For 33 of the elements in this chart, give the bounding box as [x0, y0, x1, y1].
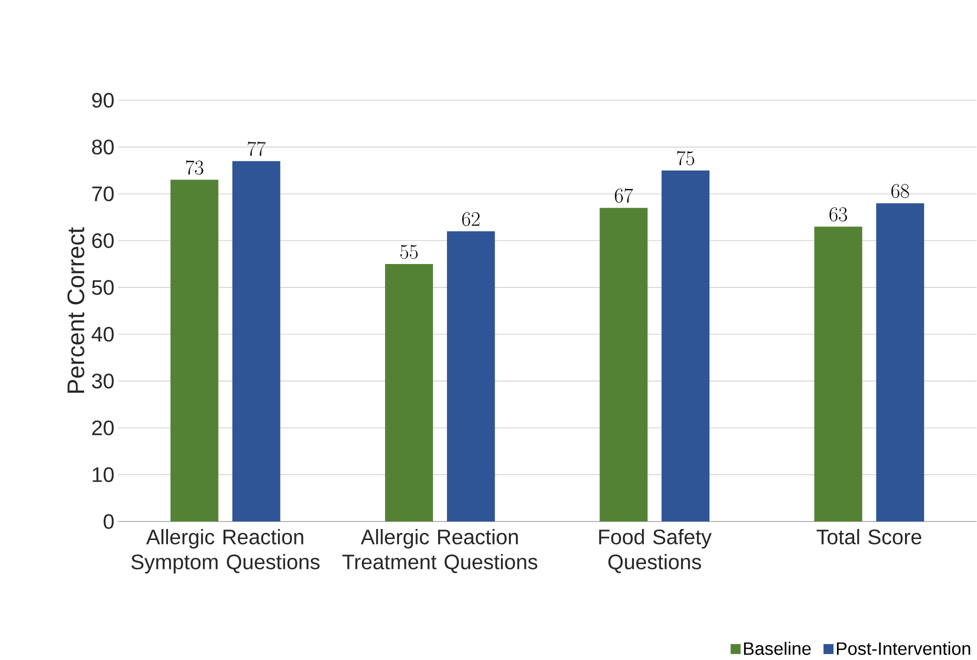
- legend-label: Baseline: [744, 642, 811, 655]
- data-label: 77: [248, 141, 266, 156]
- data-label: 55: [400, 244, 418, 259]
- y-tick-label: 60: [92, 233, 114, 248]
- y-tick-label: 30: [92, 374, 114, 388]
- bar: [662, 170, 710, 522]
- y-tick-label: 80: [92, 139, 114, 154]
- bar: [232, 160, 280, 522]
- data-label: 75: [676, 150, 694, 166]
- y-tick-label: 20: [92, 420, 114, 436]
- data-label: 68: [891, 184, 909, 198]
- bar: [170, 180, 218, 522]
- data-label: 73: [186, 160, 204, 174]
- data-label: 62: [462, 212, 480, 226]
- bar: [876, 203, 924, 522]
- bar: [446, 231, 495, 522]
- y-tick-label: 0: [104, 514, 114, 529]
- x-tick-label: Allergic Reaction Treatment Questions: [342, 528, 538, 573]
- y-tick-label: 50: [92, 280, 114, 295]
- x-tick-label: Total Score: [816, 528, 922, 544]
- y-tick-label: 10: [92, 467, 114, 482]
- bar: [600, 208, 648, 522]
- data-label: 63: [830, 207, 848, 222]
- bar: [814, 226, 862, 522]
- x-tick-label: Food Safety Questions: [599, 528, 712, 573]
- legend-label: Post-Intervention: [836, 642, 970, 655]
- y-tick-label: 40: [92, 326, 114, 342]
- y-axis-title: Percent Correct: [67, 227, 84, 393]
- bar: [385, 264, 433, 522]
- y-tick-label: 90: [92, 92, 114, 108]
- y-tick-label: 70: [92, 186, 114, 202]
- data-label: 67: [614, 188, 633, 203]
- x-tick-label: Allergic Reaction Symptom Questions: [131, 528, 320, 574]
